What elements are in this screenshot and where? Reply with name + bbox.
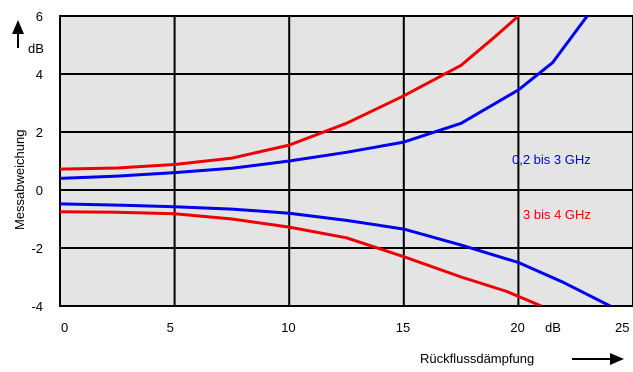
plot-border	[59, 15, 633, 307]
y-axis-arrow-head	[12, 20, 24, 34]
y-tick-label: -4	[31, 299, 43, 314]
x-unit-label: dB	[545, 320, 561, 335]
x-tick-label: 5	[167, 320, 174, 335]
legend-red: 3 bis 4 GHz	[523, 207, 591, 222]
y-tick-label: 6	[36, 9, 43, 24]
y-tick-label: 2	[36, 125, 43, 140]
x-axis-arrow-head	[610, 353, 624, 365]
x-tick-label: 0	[61, 320, 68, 335]
series-line-blue-upper	[60, 16, 589, 180]
x-tick-label: 15	[396, 320, 410, 335]
x-tick-label: 25	[615, 320, 629, 335]
y-axis-title: Messabweichung	[12, 130, 27, 230]
series-line-blue-lower	[60, 202, 611, 306]
y-tick-label: -2	[31, 241, 43, 256]
x-tick-label: 20	[510, 320, 524, 335]
series-layer	[60, 16, 611, 306]
y-tick-label: 4	[36, 67, 43, 82]
legend-blue: 0,2 bis 3 GHz	[512, 152, 591, 167]
x-axis-title: Rückflussdämpfung	[420, 351, 534, 366]
y-unit-label: dB	[28, 41, 44, 56]
y-tick-label: 0	[36, 183, 43, 198]
plot-area	[60, 16, 633, 306]
x-tick-label: 10	[281, 320, 295, 335]
series-line-red-lower	[60, 210, 542, 306]
series-line-red-upper	[60, 16, 520, 171]
